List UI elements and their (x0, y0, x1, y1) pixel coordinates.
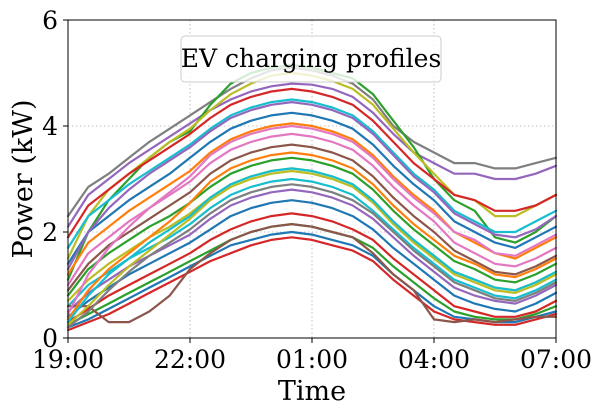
series-line (66, 66, 558, 218)
legend-label: EV charging profiles (181, 44, 442, 73)
series-line (66, 100, 558, 271)
series-line (66, 82, 558, 228)
x-tick-label: 04:00 (398, 345, 470, 374)
series-line (66, 111, 558, 265)
x-tick-label: 01:00 (276, 345, 348, 374)
x-tick-label: 22:00 (154, 345, 226, 374)
series-line (66, 124, 558, 316)
series-line (66, 183, 558, 329)
series-group (66, 63, 558, 332)
legend: EV charging profiles (180, 35, 442, 83)
legend-box (180, 35, 442, 83)
series-line (66, 87, 558, 239)
series-line (66, 199, 558, 318)
axis-ticks: 19:00 22:00 01:00 04:00 07:00 0 2 4 6 (32, 6, 592, 374)
series-line (66, 236, 558, 332)
y-axis-label: Power (kW) (8, 99, 39, 258)
series-line (66, 143, 558, 292)
y-tick-label: 6 (42, 6, 58, 35)
series-line (66, 151, 558, 321)
x-tick-label: 19:00 (32, 345, 104, 374)
y-tick-label: 4 (42, 112, 58, 141)
series-line (66, 167, 558, 324)
series-line (66, 156, 558, 297)
series-line (66, 169, 558, 326)
series-line (66, 122, 558, 276)
series-line (66, 212, 558, 324)
y-tick-label: 0 (42, 324, 58, 353)
series-line (66, 223, 558, 324)
x-tick-label: 07:00 (520, 345, 592, 374)
y-tick-label: 2 (42, 218, 58, 247)
x-axis-label: Time (278, 376, 346, 407)
series-line (66, 98, 558, 249)
series-line (66, 177, 558, 308)
